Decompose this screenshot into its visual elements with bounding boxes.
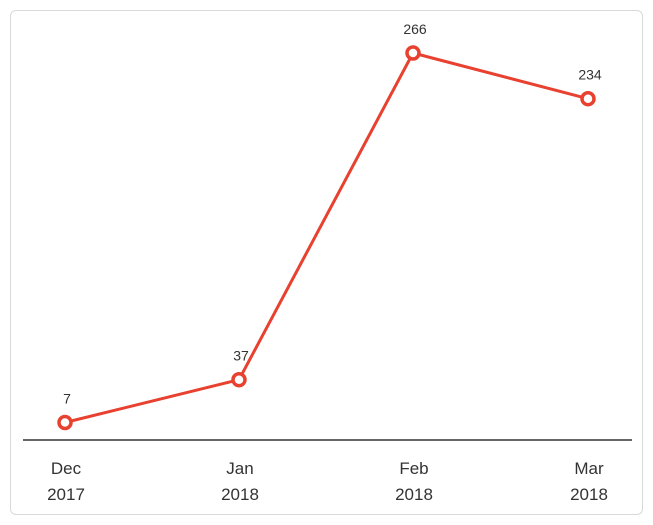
data-label: 266 <box>403 21 427 37</box>
tick-month: Feb <box>399 459 428 478</box>
series-line <box>64 51 589 424</box>
data-label: 234 <box>578 67 602 83</box>
tick-month: Jan <box>226 459 253 478</box>
x-tick-label: Jan 2018 <box>221 459 259 504</box>
data-labels: 7 37 266 234 <box>63 21 602 407</box>
data-label: 37 <box>233 348 249 364</box>
tick-year: 2018 <box>395 485 433 504</box>
data-points <box>57 45 596 431</box>
data-point <box>405 45 421 61</box>
x-tick-label: Mar 2018 <box>570 459 608 504</box>
data-label: 7 <box>63 391 71 407</box>
tick-month: Mar <box>574 459 604 478</box>
data-point <box>580 90 596 107</box>
x-tick-labels: Dec 2017 Jan 2018 Feb 2018 Mar 2018 <box>47 459 608 504</box>
x-tick-label: Feb 2018 <box>395 459 433 504</box>
tick-month: Dec <box>51 459 82 478</box>
x-tick-label: Dec 2017 <box>47 459 85 504</box>
tick-year: 2017 <box>47 485 85 504</box>
chart-card <box>10 10 643 515</box>
tick-year: 2018 <box>221 485 259 504</box>
data-point <box>57 414 73 431</box>
tick-year: 2018 <box>570 485 608 504</box>
data-point <box>231 371 247 388</box>
